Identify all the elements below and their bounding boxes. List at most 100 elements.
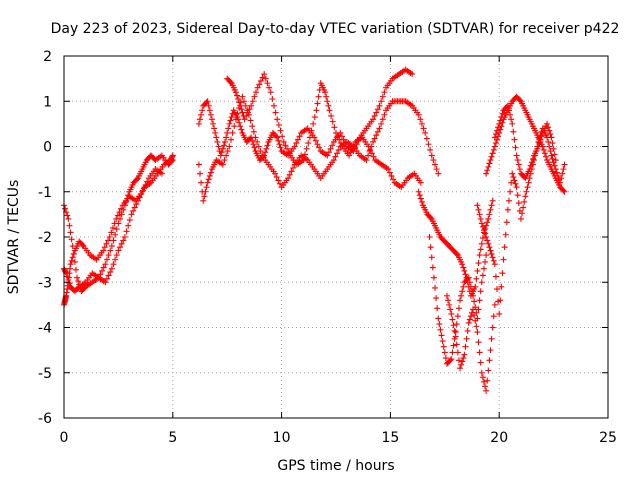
data-point: [252, 134, 259, 141]
data-point: [213, 134, 220, 141]
data-point: [438, 332, 445, 339]
data-point: [549, 155, 556, 162]
data-point: [62, 205, 69, 212]
data-point: [131, 204, 138, 211]
data-point: [369, 138, 376, 145]
data-point: [435, 315, 442, 322]
data-point: [195, 161, 202, 168]
data-point: [207, 169, 214, 176]
data-point: [482, 230, 489, 237]
data-point: [544, 120, 551, 127]
data-point: [509, 120, 516, 127]
data-point: [310, 120, 317, 127]
data-point: [390, 176, 397, 183]
data-point: [495, 124, 502, 131]
data-point: [482, 258, 489, 265]
data-point: [479, 223, 486, 230]
data-point: [303, 145, 310, 152]
data-point: [478, 240, 485, 247]
data-point: [504, 102, 511, 109]
data-point: [450, 322, 457, 329]
data-point: [489, 324, 496, 331]
data-point: [551, 162, 558, 169]
data-point: [492, 140, 499, 147]
data-point: [275, 177, 282, 184]
data-point: [465, 319, 472, 326]
data-point: [246, 106, 253, 113]
data-point: [409, 71, 416, 78]
data-point: [464, 327, 471, 334]
data-point: [488, 335, 495, 342]
data-point: [417, 195, 424, 202]
data-point: [547, 148, 554, 155]
data-point: [388, 172, 395, 179]
data-point: [248, 102, 255, 109]
data-point: [420, 125, 427, 132]
data-point: [447, 306, 454, 313]
data-point: [418, 198, 425, 205]
data-point: [483, 234, 490, 240]
data-point: [550, 145, 557, 152]
data-point: [477, 288, 484, 295]
data-point: [374, 128, 381, 135]
data-point: [367, 146, 374, 153]
data-point: [272, 170, 279, 177]
data-point: [112, 256, 119, 263]
data-point: [428, 254, 435, 261]
data-point: [483, 222, 490, 229]
data-point: [475, 260, 482, 267]
data-point: [430, 157, 437, 164]
data-point: [514, 157, 521, 164]
data-point: [467, 283, 474, 290]
data-point: [483, 252, 490, 259]
data-point: [227, 79, 234, 86]
data-point: [546, 127, 553, 134]
data-point: [434, 305, 441, 312]
data-point: [460, 355, 467, 362]
data-point: [528, 159, 535, 166]
data-point: [212, 129, 219, 136]
data-point: [520, 204, 527, 211]
data-point: [516, 97, 523, 104]
data-point: [457, 297, 464, 304]
data-point: [499, 270, 506, 277]
data-point: [499, 110, 506, 117]
data-point: [316, 144, 323, 151]
data-point: [105, 272, 112, 279]
data-point: [527, 162, 534, 169]
data-point: [500, 256, 507, 263]
data-point: [474, 329, 481, 336]
data-point: [133, 176, 140, 183]
data-point: [489, 197, 496, 204]
data-point: [116, 209, 123, 216]
data-point: [273, 133, 280, 140]
data-point: [305, 140, 312, 147]
data-point: [233, 92, 240, 99]
data-point: [71, 258, 78, 265]
data-point: [276, 141, 283, 148]
data-point: [482, 383, 489, 390]
y-tick-label: 1: [43, 94, 52, 110]
y-axis-label: SDTVAR / TECUs: [6, 180, 22, 295]
data-point: [535, 143, 542, 150]
data-point: [540, 146, 547, 153]
data-point: [262, 149, 269, 156]
data-point: [476, 252, 483, 259]
data-point: [314, 100, 321, 107]
data-point: [270, 102, 277, 109]
data-point: [381, 111, 388, 118]
data-point: [325, 149, 332, 156]
data-point: [221, 157, 228, 164]
data-point: [503, 219, 510, 226]
data-point: [106, 234, 113, 240]
data-point: [324, 152, 331, 159]
data-point: [487, 247, 494, 254]
data-point: [255, 143, 262, 150]
data-point: [487, 206, 494, 213]
data-point: [235, 95, 242, 102]
data-point: [75, 278, 82, 285]
data-point: [257, 148, 264, 155]
data-point: [441, 349, 448, 356]
data-point: [417, 179, 424, 186]
